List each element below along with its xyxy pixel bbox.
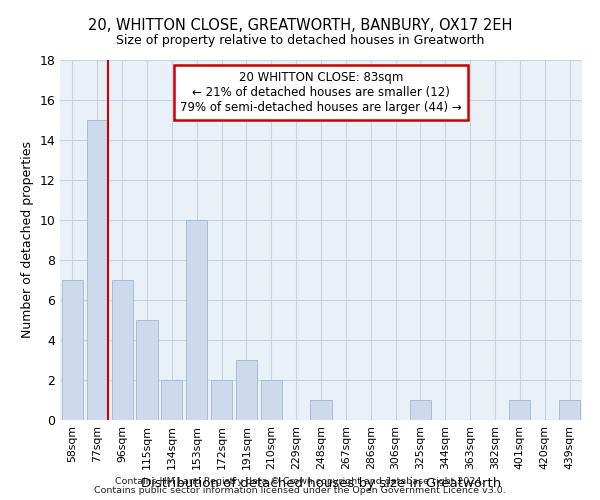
Bar <box>136 320 158 420</box>
Bar <box>62 280 83 420</box>
Bar <box>112 280 133 420</box>
Bar <box>211 380 232 420</box>
X-axis label: Distribution of detached houses by size in Greatworth: Distribution of detached houses by size … <box>141 477 501 490</box>
Y-axis label: Number of detached properties: Number of detached properties <box>21 142 34 338</box>
Text: Contains public sector information licensed under the Open Government Licence v3: Contains public sector information licen… <box>94 486 506 495</box>
Bar <box>236 360 257 420</box>
Text: 20, WHITTON CLOSE, GREATWORTH, BANBURY, OX17 2EH: 20, WHITTON CLOSE, GREATWORTH, BANBURY, … <box>88 18 512 32</box>
Bar <box>161 380 182 420</box>
Text: Size of property relative to detached houses in Greatworth: Size of property relative to detached ho… <box>116 34 484 47</box>
Text: Contains HM Land Registry data © Crown copyright and database right 2024.: Contains HM Land Registry data © Crown c… <box>115 477 485 486</box>
Text: 20 WHITTON CLOSE: 83sqm
← 21% of detached houses are smaller (12)
79% of semi-de: 20 WHITTON CLOSE: 83sqm ← 21% of detache… <box>180 71 462 114</box>
Bar <box>310 400 332 420</box>
Bar <box>559 400 580 420</box>
Bar <box>410 400 431 420</box>
Bar <box>509 400 530 420</box>
Bar <box>261 380 282 420</box>
Bar <box>186 220 207 420</box>
Bar <box>87 120 108 420</box>
